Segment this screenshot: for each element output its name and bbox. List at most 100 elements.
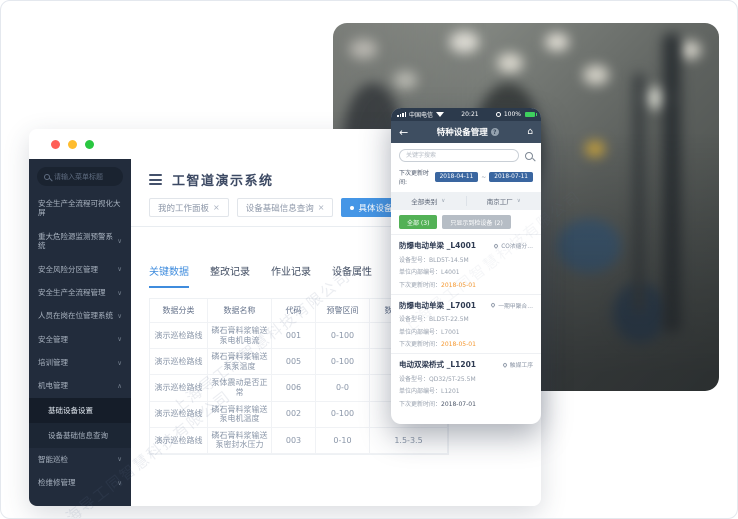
equipment-title: 防爆电动单梁 _L7001 [399, 300, 477, 310]
card-header: 防爆电动单梁 _L7001 一期甲聚合… [399, 300, 533, 311]
filter-pills: 全部 (3) 只显示到检设备 (2) [391, 210, 541, 234]
sidebar-menu: 安全生产全流程可视化大屏 重大危险源监测预警系统 ∨ 安全风险分区管理 ∨ 安全生产全流程… [29, 192, 131, 495]
table-cell: 1.5-3.5 [370, 427, 448, 454]
table-row[interactable]: 演示巡检路线 磷石膏料浆输送泵密封水压力 003 0-10 1.5-3.5 [150, 427, 448, 454]
phone-nav-bar: ← 特种设备管理 ? ⌂ [391, 121, 541, 143]
chevron-down-icon: ∨ [117, 455, 122, 464]
table-cell: 演示巡检路线 [150, 323, 208, 350]
sidebar-item-label: 检维修管理 [38, 478, 76, 488]
internal-code-label: 单位内部编号： [399, 328, 442, 336]
table-cell: 0-100 [316, 401, 370, 428]
equipment-card[interactable]: 防爆电动单梁 _L4001 CO浓缩分… 设备型号：BLD5T-14.5M 单位内部编… [391, 234, 541, 294]
status-time: 20:21 [461, 111, 479, 118]
sidebar-item[interactable]: 安全生产全流程管理 ∨ [29, 281, 131, 304]
sidebar-item[interactable]: 机电管理 ∧ [29, 374, 131, 397]
subtab-item[interactable]: 设备属性 [332, 267, 372, 278]
sidebar: 安全生产全流程可视化大屏重大危险源监测预警系统∨安全风险分区管理∨安全生产全流程… [29, 159, 131, 506]
table-header-cell: 数据名称 [208, 299, 272, 323]
subtab-item[interactable]: 整改记录 [210, 267, 250, 278]
sidebar-item[interactable]: 安全管理 ∨ [29, 328, 131, 351]
table-cell: 0-0 [316, 375, 370, 402]
table-cell: 演示巡检路线 [150, 427, 208, 454]
active-dot-icon [350, 205, 355, 210]
table-cell: 泵体震动是否正常 [208, 375, 272, 402]
sidebar-item-label: 安全生产全流程可视化大屏 [38, 199, 121, 218]
dropdown-select[interactable]: 全部类别 ∨ [391, 196, 466, 206]
keyword-search-input[interactable] [399, 149, 519, 162]
table-header-cell: 预警区间 [316, 299, 370, 323]
subtab-item[interactable]: 关键数据 [149, 263, 189, 288]
sidebar-search-input[interactable] [54, 172, 116, 181]
tab-close-icon[interactable]: × [213, 203, 220, 212]
equipment-card[interactable]: 防爆电动单梁 _L7001 一期甲聚合… 设备型号：BLD5T-22.5M 单位内部编… [391, 293, 541, 353]
date-filter-label: 下次更新时间: [399, 170, 430, 186]
internal-code-row: 单位内部编号：L7001 [399, 327, 533, 336]
sidebar-item[interactable]: 安全风险分区管理 ∨ [29, 258, 131, 281]
sidebar-item[interactable]: 智能巡检 ∨ [29, 448, 131, 471]
menu-icon[interactable] [149, 174, 162, 185]
help-icon[interactable]: ? [490, 128, 499, 136]
sidebar-item[interactable]: 安全生产全流程可视化大屏 [29, 192, 131, 225]
filter-pill-green[interactable]: 全部 (3) [399, 215, 438, 229]
internal-code-label: 单位内部编号： [399, 388, 442, 395]
table-cell: 003 [272, 427, 316, 454]
equipment-location: 一期甲聚合… [490, 301, 533, 310]
location-text: CO浓缩分… [501, 244, 533, 250]
table-header-cell: 代码 [272, 299, 316, 323]
internal-code-row: 单位内部编号：L4001 [399, 267, 533, 276]
chevron-up-icon: ∧ [117, 382, 122, 390]
table-cell: 演示巡检路线 [150, 401, 208, 428]
location-pin-icon [501, 361, 508, 368]
sidebar-subitem[interactable]: 设备基础信息查询 [48, 430, 108, 440]
sidebar-item-label: 安全管理 [38, 334, 68, 344]
model-value: BLD5T-14.5M [429, 256, 469, 264]
search-icon[interactable] [525, 151, 533, 160]
chevron-down-icon: ∨ [117, 311, 122, 320]
zoom-window-button[interactable] [85, 139, 94, 149]
next-update-label: 下次更新时间： [399, 341, 442, 348]
sidebar-item-label: 人员在岗在位管理系统 [38, 311, 113, 321]
close-window-button[interactable] [51, 139, 60, 149]
tab-item[interactable]: 我的工作面板 × [149, 198, 229, 217]
equipment-location: 触媒工序 [501, 360, 533, 369]
sidebar-search[interactable] [37, 167, 123, 186]
tab-close-icon[interactable]: × [317, 203, 325, 212]
chevron-down-icon: ∨ [117, 358, 122, 367]
sidebar-item[interactable]: 培训管理 ∨ [29, 351, 131, 374]
sidebar-item[interactable]: 重大危险源监测预警系统 ∨ [29, 225, 131, 258]
equipment-card[interactable]: 电动双梁桥式 _L1201 触媒工序 设备型号：QD32/5T-25.5M 单位内部编… [391, 353, 541, 413]
card-header: 电动双梁桥式 _L1201 触媒工序 [399, 359, 533, 370]
wifi-icon [436, 112, 445, 117]
alarm-icon [495, 112, 501, 117]
minimize-window-button[interactable] [68, 139, 77, 149]
phone-title-text: 特种设备管理 [436, 128, 488, 138]
sidebar-item-label: 培训管理 [38, 358, 68, 367]
table-cell: 0-100 [316, 323, 370, 350]
carrier-label: 中国电信 [409, 112, 434, 119]
sidebar-item[interactable]: 检维修管理 ∨ [29, 471, 131, 494]
table-cell: 005 [272, 349, 316, 376]
location-text: 触媒工序 [509, 363, 533, 369]
next-update-row: 下次更新时间：2018-07-01 [399, 399, 533, 408]
sidebar-item-label: 安全风险分区管理 [38, 264, 98, 274]
back-button[interactable]: ← [399, 125, 409, 139]
chevron-down-icon: ∨ [117, 335, 122, 344]
date-from-button[interactable]: 2018-04-11 [434, 172, 479, 182]
model-row: 设备型号：QD32/5T-25.5M [399, 374, 533, 383]
home-icon[interactable]: ⌂ [527, 127, 533, 137]
main-header: 工智道演示系统 [131, 159, 541, 195]
filter-pill-gray[interactable]: 只显示到检设备 (2) [442, 215, 511, 229]
internal-code-value: L1201 [441, 388, 460, 395]
table-cell: 001 [272, 323, 316, 350]
tab-item[interactable]: 设备基础信息查询 × [236, 198, 334, 217]
dropdown-select[interactable]: 南京工厂 ∨ [465, 196, 542, 206]
data-table: 数据分类数据名称代码预警区间数据控制区间演示巡检路线磷石膏料浆输送泵电机电流00… [149, 298, 449, 455]
subtab-item[interactable]: 作业记录 [271, 267, 311, 278]
sidebar-subitem[interactable]: 基础设备设置 [29, 397, 131, 423]
table-cell: 磷石膏料浆输送泵电机电流 [208, 323, 272, 350]
sidebar-item[interactable]: 人员在岗在位管理系统 ∨ [29, 304, 131, 327]
internal-code-value: L4001 [441, 269, 460, 276]
date-to-button[interactable]: 2018-07-11 [489, 172, 533, 182]
next-update-value: 2018-05-01 [441, 281, 476, 289]
